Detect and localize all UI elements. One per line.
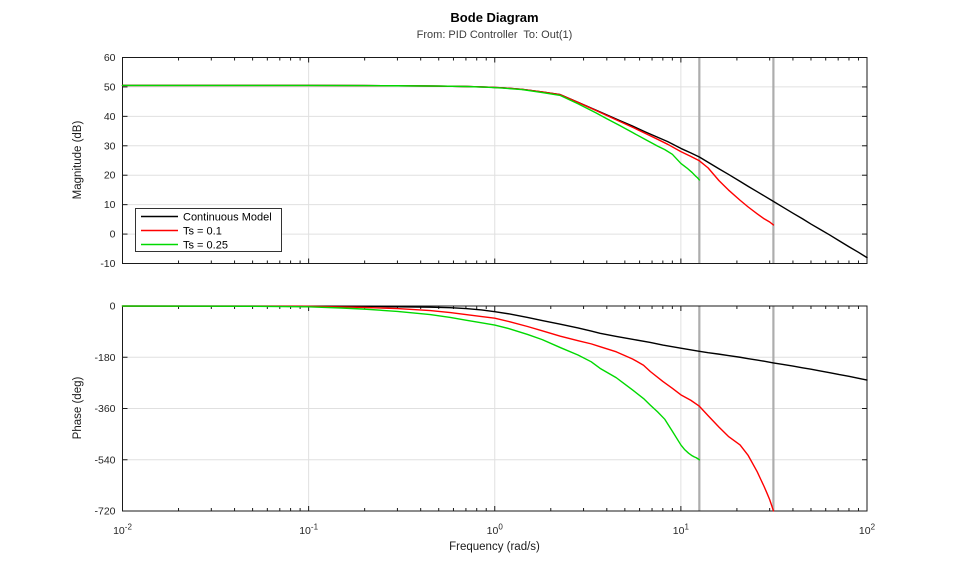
x-tick-label: 100 — [487, 523, 504, 538]
phase-y-tick-labels: 0 -180 -360 -540 -720 — [94, 301, 115, 518]
magnitude-ticks — [122, 57, 868, 264]
y-tick-label: 0 — [110, 301, 116, 313]
magnitude-y-tick-labels: 60 50 40 30 20 10 0 -10 — [100, 52, 115, 270]
phase-grid-lines — [122, 306, 867, 511]
x-tick-label: 101 — [673, 523, 690, 538]
y-tick-label: -10 — [100, 258, 115, 270]
series-ts-0-25[interactable] — [121, 84, 701, 181]
series-ts-0-1[interactable] — [121, 305, 775, 512]
legend-entry-continuous-model[interactable]: Continuous Model — [141, 211, 272, 223]
magnitude-grid-lines — [122, 57, 867, 264]
frequency-axis-label: Frequency (rad/s) — [449, 541, 540, 553]
y-tick-label: -360 — [94, 403, 115, 415]
y-tick-label: -540 — [94, 454, 115, 466]
series-continuous-model[interactable] — [121, 305, 868, 381]
y-tick-label: 10 — [104, 199, 116, 211]
x-tick-label: 102 — [859, 523, 876, 538]
x-tick-label: 10-1 — [299, 523, 318, 538]
magnitude-plot: 60 50 40 30 20 10 0 -10 — [100, 52, 868, 270]
legend-label: Ts = 0.25 — [183, 239, 228, 251]
legend-entry-ts-0-1[interactable]: Ts = 0.1 — [141, 225, 222, 237]
x-tick-label: 10-2 — [113, 523, 132, 538]
y-tick-label: -180 — [94, 352, 115, 364]
series-ts-0-25[interactable] — [121, 305, 701, 461]
series-ts-0-1[interactable] — [121, 84, 775, 226]
chart-title: Bode Diagram — [450, 10, 539, 25]
phase-axis-label: Phase (deg) — [72, 376, 84, 440]
y-tick-label: 60 — [104, 52, 116, 64]
y-tick-label: -720 — [94, 506, 115, 518]
y-tick-label: 20 — [104, 170, 116, 182]
x-tick-labels: 10-2 10-1 100 101 102 — [113, 523, 876, 538]
magnitude-axis-label: Magnitude (dB) — [72, 120, 84, 200]
chart-subtitle: From: PID Controller To: Out(1) — [416, 29, 573, 41]
legend[interactable]: Continuous Model Ts = 0.1 Ts = 0.25 — [135, 208, 282, 252]
legend-label: Ts = 0.1 — [183, 225, 222, 237]
legend-entry-ts-0-25[interactable]: Ts = 0.25 — [141, 239, 228, 251]
phase-plot: 0 -180 -360 -540 -720 — [94, 301, 868, 518]
y-tick-label: 0 — [110, 229, 116, 241]
legend-label: Continuous Model — [183, 211, 272, 223]
y-tick-label: 40 — [104, 111, 116, 123]
y-tick-label: 50 — [104, 81, 116, 93]
y-tick-label: 30 — [104, 140, 116, 152]
